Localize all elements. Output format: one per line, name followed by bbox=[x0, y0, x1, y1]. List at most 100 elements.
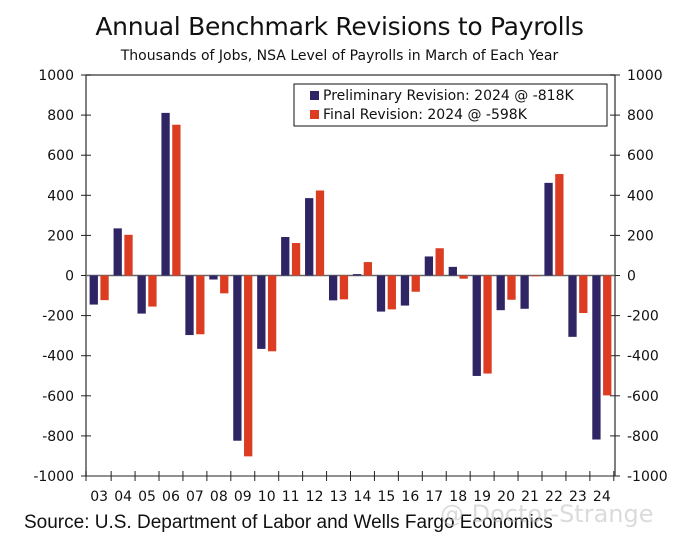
source-note: Source: U.S. Department of Labor and Wel… bbox=[24, 512, 553, 533]
x-tick-label: 21 bbox=[521, 489, 539, 505]
bar-preliminary-21 bbox=[520, 275, 529, 309]
x-tick-label: 06 bbox=[162, 489, 180, 505]
bar-preliminary-04 bbox=[113, 228, 122, 276]
bar-final-07 bbox=[196, 275, 205, 335]
bar-preliminary-06 bbox=[161, 112, 170, 276]
bar-final-23 bbox=[579, 275, 588, 313]
x-tick-label: 15 bbox=[377, 489, 395, 505]
bar-preliminary-11 bbox=[281, 237, 290, 276]
chart-subtitle: Thousands of Jobs, NSA Level of Payrolls… bbox=[120, 48, 559, 64]
x-tick-label: 22 bbox=[545, 489, 563, 505]
bar-preliminary-13 bbox=[328, 275, 338, 301]
y-tick-label-left: -400 bbox=[42, 349, 74, 365]
x-tick-label: 03 bbox=[90, 489, 108, 505]
bar-final-16 bbox=[411, 275, 420, 292]
y-tick-label-right: 400 bbox=[627, 188, 654, 204]
bar-preliminary-03 bbox=[89, 275, 98, 305]
bar-preliminary-24 bbox=[592, 275, 601, 440]
x-tick-label: 08 bbox=[210, 489, 228, 505]
bar-final-14 bbox=[363, 262, 373, 276]
bar-preliminary-14 bbox=[352, 274, 362, 276]
x-tick-label: 11 bbox=[282, 489, 300, 505]
bar-final-05 bbox=[148, 275, 157, 307]
legend: Preliminary Revision: 2024 @ -818K Final… bbox=[293, 83, 608, 127]
legend-label-preliminary: Preliminary Revision: 2024 @ -818K bbox=[323, 88, 574, 104]
bar-preliminary-08 bbox=[209, 275, 218, 280]
x-tick-label: 10 bbox=[258, 489, 276, 505]
bar-final-10 bbox=[267, 275, 277, 352]
bar-final-09 bbox=[244, 275, 253, 457]
x-tick-label: 16 bbox=[401, 489, 419, 505]
bar-preliminary-22 bbox=[544, 182, 553, 276]
y-tick-label-right: 200 bbox=[627, 228, 654, 244]
bar-preliminary-16 bbox=[400, 275, 410, 306]
x-tick-label: 04 bbox=[114, 489, 132, 505]
x-tick-label: 20 bbox=[497, 489, 515, 505]
bar-final-04 bbox=[124, 234, 133, 276]
legend-swatch-preliminary bbox=[310, 91, 319, 100]
bar-preliminary-19 bbox=[472, 275, 481, 376]
bar-preliminary-12 bbox=[305, 198, 314, 276]
bar-preliminary-05 bbox=[137, 275, 146, 314]
bar-final-17 bbox=[435, 248, 444, 276]
y-tick-label-left: -200 bbox=[42, 309, 74, 325]
bars bbox=[89, 112, 612, 457]
bar-preliminary-15 bbox=[376, 275, 386, 312]
legend-label-final: Final Revision: 2024 @ -598K bbox=[323, 107, 528, 123]
bar-preliminary-17 bbox=[424, 256, 434, 276]
y-tick-label-right: 1000 bbox=[627, 68, 663, 84]
bar-final-11 bbox=[291, 243, 301, 276]
x-tick-label: 05 bbox=[138, 489, 156, 505]
x-tick-label: 14 bbox=[354, 489, 372, 505]
legend-swatch-final bbox=[310, 110, 319, 119]
bar-final-06 bbox=[172, 124, 181, 276]
y-tick-label-right: -200 bbox=[627, 309, 659, 325]
bar-final-19 bbox=[483, 275, 492, 374]
x-tick-label: 12 bbox=[306, 489, 324, 505]
y-tick-label-right: -1000 bbox=[627, 469, 668, 485]
y-tick-label-left: -800 bbox=[42, 429, 74, 445]
y-tick-label-left: 0 bbox=[65, 269, 74, 285]
chart-title: Annual Benchmark Revisions to Payrolls bbox=[95, 12, 584, 41]
bar-final-03 bbox=[100, 275, 109, 301]
bar-final-18 bbox=[459, 275, 468, 279]
bar-final-15 bbox=[387, 275, 396, 310]
bar-final-12 bbox=[315, 190, 325, 276]
x-tick-label: 24 bbox=[593, 489, 611, 505]
bar-preliminary-18 bbox=[448, 266, 457, 276]
bar-final-13 bbox=[339, 275, 349, 300]
y-tick-label-left: -1000 bbox=[33, 469, 74, 485]
tick-labels: 1000 1000 800 800 600 600 400 400 200 200 0 0 -200 -2… bbox=[33, 68, 667, 505]
x-tick-label: 18 bbox=[449, 489, 467, 505]
y-tick-label-left: 200 bbox=[47, 228, 74, 244]
bar-preliminary-09 bbox=[233, 275, 242, 441]
y-tick-label-right: -600 bbox=[627, 389, 659, 405]
x-tick-label: 19 bbox=[473, 489, 491, 505]
legend-box bbox=[293, 83, 608, 127]
bar-final-21 bbox=[531, 275, 540, 277]
bar-final-08 bbox=[220, 275, 229, 294]
y-tick-label-right: -800 bbox=[627, 429, 659, 445]
y-tick-label-left: 800 bbox=[47, 108, 74, 124]
bar-preliminary-23 bbox=[568, 275, 577, 337]
bar-final-20 bbox=[507, 275, 516, 300]
x-tick-label: 23 bbox=[569, 489, 587, 505]
y-tick-label-left: 400 bbox=[47, 188, 74, 204]
y-tick-label-left: 1000 bbox=[38, 68, 74, 84]
y-tick-label-right: 600 bbox=[627, 148, 654, 164]
y-tick-label-right: 800 bbox=[627, 108, 654, 124]
x-tick-label: 13 bbox=[330, 489, 348, 505]
y-tick-label-left: 600 bbox=[47, 148, 74, 164]
watermark: @ Doctor-Strange bbox=[440, 500, 654, 528]
y-tick-label-right: 0 bbox=[627, 269, 636, 285]
y-tick-label-left: -600 bbox=[42, 389, 74, 405]
bar-preliminary-10 bbox=[257, 275, 266, 349]
bar-preliminary-07 bbox=[185, 275, 194, 336]
x-tick-label: 07 bbox=[186, 489, 204, 505]
y-tick-label-right: -400 bbox=[627, 349, 659, 365]
x-tick-label: 17 bbox=[425, 489, 443, 505]
bar-preliminary-20 bbox=[496, 275, 505, 311]
x-tick-label: 09 bbox=[234, 489, 252, 505]
bar-final-22 bbox=[555, 174, 564, 276]
